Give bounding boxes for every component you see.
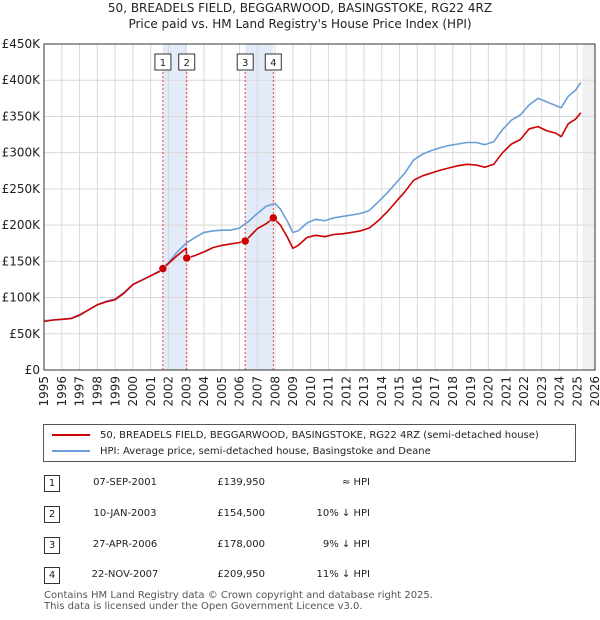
sale-label-2: 2 (184, 58, 190, 69)
sale-date: 27-APR-2006 (92, 539, 158, 550)
sale-price: £178,000 (217, 539, 265, 550)
x-tick-label: 2012 (339, 376, 353, 407)
plot-area (44, 44, 595, 370)
legend: 50, BREADELS FIELD, BEGGARWOOD, BASINGST… (43, 424, 576, 462)
price-chart: £0 £50K £100K £150K £200K £250K £300K £350K £400… (2, 37, 600, 407)
y-tick-label: £450K (2, 37, 42, 51)
y-tick-label: £350K (2, 109, 42, 123)
sale-number: 2 (44, 506, 60, 523)
sale-hpi-compare: 9% ↓ HPI (322, 539, 370, 550)
x-tick-label: 2024 (553, 376, 567, 407)
y-tick-label: £150K (2, 254, 42, 268)
sale-span-2 (245, 44, 274, 370)
x-tick-label: 2017 (428, 376, 442, 407)
sale-label-box-3 (236, 53, 254, 71)
x-tick-label: 2020 (482, 376, 496, 407)
legend-swatch-red (52, 434, 90, 436)
x-tick-label: 2013 (357, 376, 371, 407)
x-tick-label: 2004 (197, 376, 211, 407)
sale-price: £154,500 (217, 508, 265, 519)
footer-licence: This data is licensed under the Open Gov… (44, 601, 363, 612)
sale-price: £139,950 (217, 477, 265, 488)
sale-point-1 (158, 264, 168, 273)
x-tick-label: 2007 (250, 376, 264, 407)
legend-item-property: 50, BREADELS FIELD, BEGGARWOOD, BASINGST… (52, 427, 539, 443)
sale-label-box-1 (154, 53, 172, 71)
x-tick-label: 2023 (535, 376, 549, 407)
sale-hpi-compare: 10% ↓ HPI (316, 508, 370, 519)
legend-label-property: 50, BREADELS FIELD, BEGGARWOOD, BASINGST… (100, 429, 539, 441)
x-tick-label: 2005 (215, 376, 229, 407)
sale-label-1: 1 (160, 58, 166, 69)
footer-copyright: Contains HM Land Registry data © Crown c… (44, 590, 433, 601)
y-tick-label: £400K (2, 73, 42, 87)
x-tick-label: 1998 (91, 376, 105, 407)
x-tick-label: 2025 (570, 376, 584, 407)
x-tick-label: 2010 (304, 376, 318, 407)
sale-date: 07-SEP-2001 (93, 477, 157, 488)
chart-title: 50, BREADELS FIELD, BEGGARWOOD, BASINGST… (107, 1, 493, 15)
x-tick-label: 2021 (499, 376, 513, 407)
x-tick-label: 2011 (322, 376, 336, 407)
x-tick-label: 2026 (588, 376, 600, 407)
sale-span-1 (162, 44, 187, 370)
sale-point-4 (269, 213, 278, 223)
sale-number: 1 (44, 475, 60, 492)
sale-hpi-compare: 11% ↓ HPI (316, 569, 370, 580)
x-tick-label: 2003 (179, 376, 193, 407)
x-tick-label: 2008 (268, 376, 282, 407)
sale-label-box-4 (264, 53, 282, 71)
property-series-line (43, 112, 582, 323)
x-tick-label: 2014 (375, 376, 389, 407)
y-tick-label: £300K (2, 146, 42, 160)
x-tick-label: 2001 (144, 376, 158, 407)
legend-item-hpi: HPI: Average price, semi-detached house,… (52, 443, 431, 459)
sale-row-4: 4 22-NOV-2007 £209,950 11% ↓ HPI (0, 567, 600, 585)
x-tick-label: 2016 (410, 376, 424, 407)
x-tick-label: 1999 (108, 376, 122, 407)
sale-label-4: 4 (270, 58, 276, 69)
x-tick-label: 2002 (162, 376, 176, 407)
y-tick-label: £0 (25, 363, 40, 377)
y-tick-label: £100K (2, 291, 42, 305)
y-tick-label: £50K (9, 327, 41, 341)
legend-label-hpi: HPI: Average price, semi-detached house,… (100, 445, 431, 457)
sale-row-3: 3 27-APR-2006 £178,000 9% ↓ HPI (0, 537, 600, 555)
sale-row-1: 1 07-SEP-2001 £139,950 ≈ HPI (0, 475, 600, 493)
legend-swatch-blue (52, 450, 90, 452)
x-tick-label: 2018 (446, 376, 460, 407)
sale-label-box-2 (178, 53, 196, 71)
x-tick-label: 2009 (286, 376, 300, 407)
y-tick-label: £250K (2, 182, 42, 196)
x-tick-label: 2022 (517, 376, 531, 407)
y-tick-label: £200K (2, 218, 42, 232)
sale-number: 4 (44, 567, 60, 584)
x-tick-label: 2019 (464, 376, 478, 407)
sale-price: £209,950 (217, 569, 265, 580)
x-tick-label: 2000 (126, 376, 140, 407)
sale-date: 22-NOV-2007 (91, 569, 159, 580)
chart-subtitle: Price paid vs. HM Land Registry's House … (128, 17, 472, 31)
x-tick-label: 2015 (393, 376, 407, 407)
sale-point-2 (182, 253, 191, 263)
x-tick-label: 1996 (55, 376, 69, 407)
x-tick-label: 2006 (233, 376, 247, 407)
sale-point-3 (240, 236, 250, 246)
sale-hpi-compare: ≈ HPI (341, 477, 370, 488)
sale-label-3: 3 (242, 58, 248, 69)
sale-row-2: 2 10-JAN-2003 £154,500 10% ↓ HPI (0, 506, 600, 524)
sale-number: 3 (44, 537, 60, 554)
x-tick-label: 1997 (73, 376, 87, 407)
sale-date: 10-JAN-2003 (93, 508, 157, 519)
x-tick-label: 1995 (37, 376, 51, 407)
plot-border (43, 43, 596, 371)
forecast-region (582, 44, 595, 370)
